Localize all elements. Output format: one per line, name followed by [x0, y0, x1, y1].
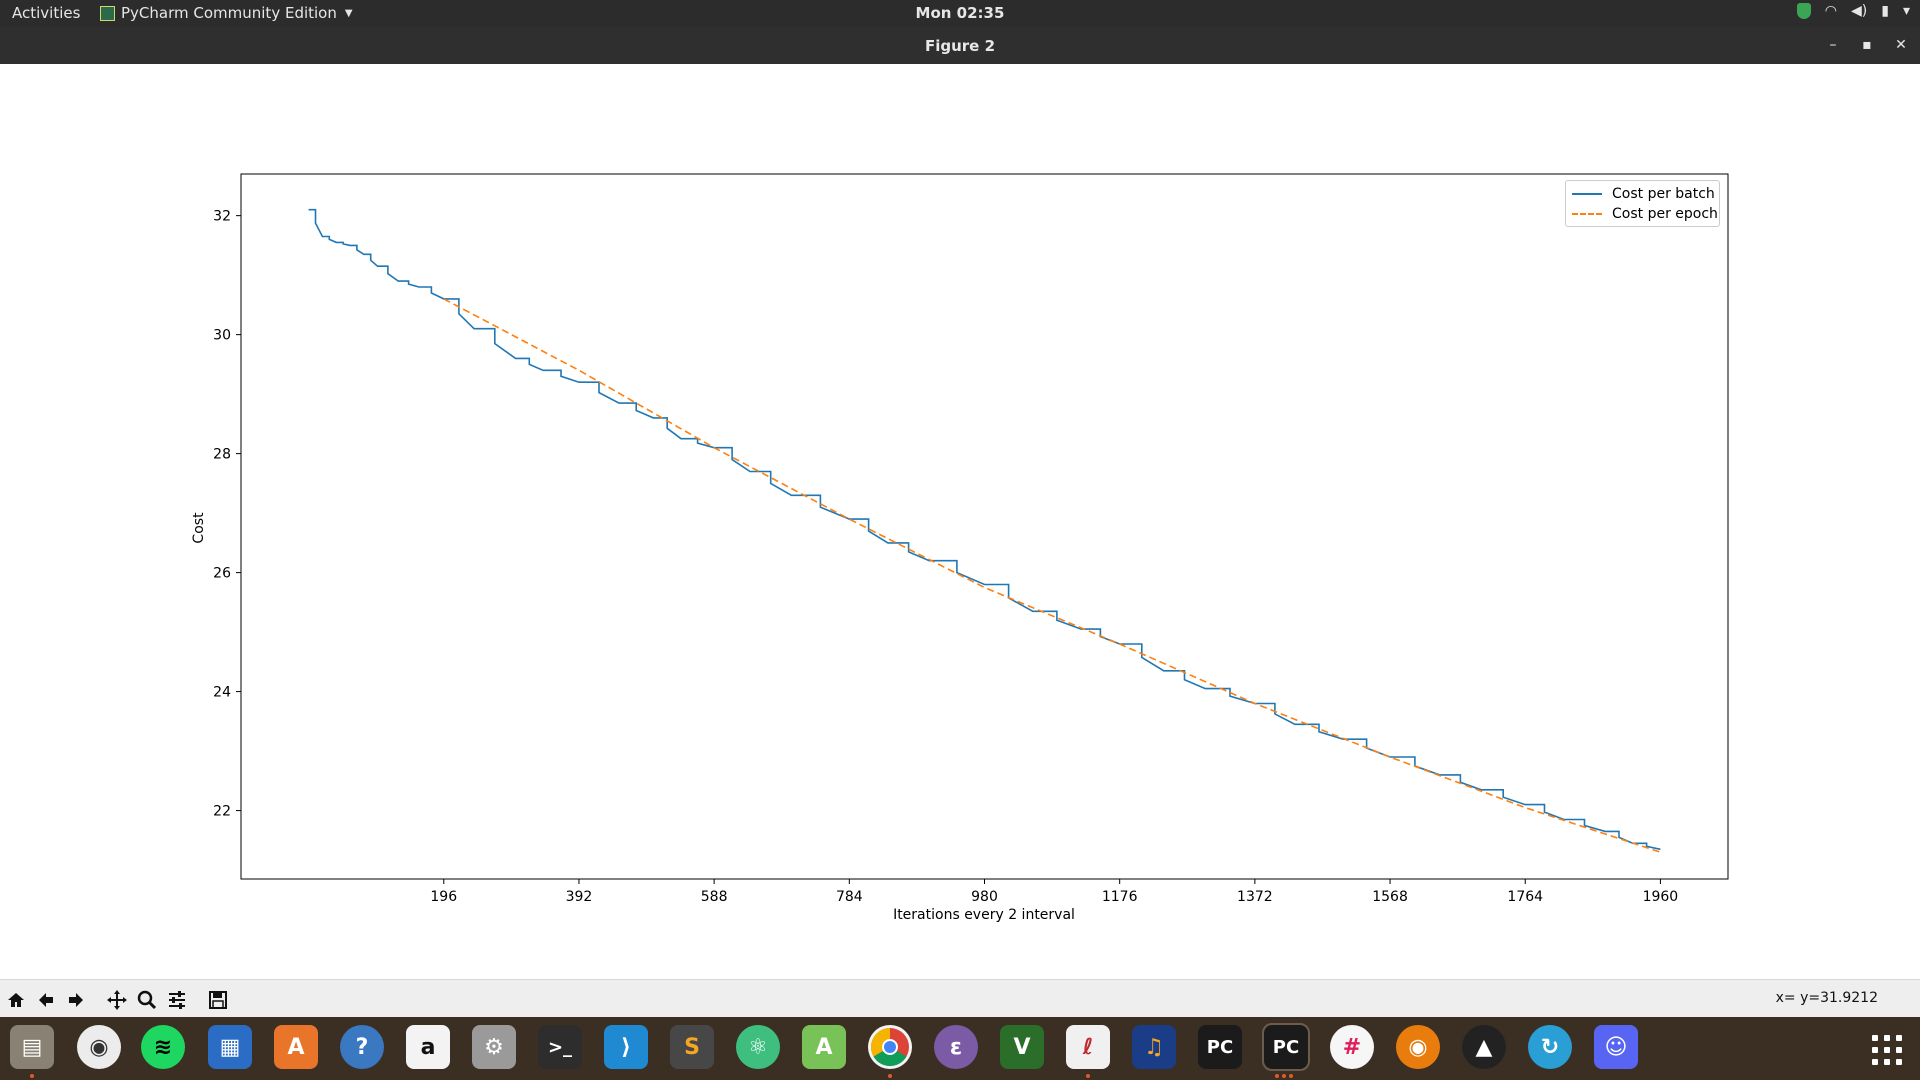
home-icon[interactable] — [4, 988, 28, 1012]
inkscape-icon[interactable]: ▲ — [1462, 1025, 1506, 1069]
app-menu[interactable]: PyCharm Community Edition ▼ — [100, 4, 353, 22]
blender-icon[interactable]: ◉ — [1396, 1025, 1440, 1069]
y-tick-label: 26 — [213, 566, 231, 582]
legend-swatch-dashed — [1572, 213, 1602, 215]
arrow-left-icon[interactable] — [34, 988, 58, 1012]
x-tick-label: 196 — [430, 889, 457, 905]
chart-legend: Cost per batch Cost per epoch — [1565, 180, 1720, 227]
figure-canvas[interactable]: 196 392 588 784 980 1176 1372 1568 1764 1960 22 24 2… — [0, 64, 1920, 979]
x-tick-label: 784 — [836, 889, 863, 905]
pycharm-small-icon — [100, 5, 115, 21]
series-line-cost-per-epoch — [443, 298, 1661, 853]
x-tick-label: 392 — [566, 889, 593, 905]
pycharm-pro-icon[interactable]: PC — [1198, 1025, 1242, 1069]
matplotlib-toolbar: x= y=31.9212 — [0, 979, 1920, 1018]
caret-down-icon: ▼ — [344, 7, 353, 19]
running-indicator — [888, 1074, 892, 1078]
running-indicator — [30, 1074, 34, 1078]
slack-icon[interactable]: # — [1330, 1025, 1374, 1069]
rhythmbox-icon[interactable]: ◉ — [77, 1025, 121, 1069]
y-axis-label: Cost — [191, 512, 207, 544]
writer-icon[interactable]: ▦ — [208, 1025, 252, 1069]
audacity-icon[interactable]: ♫ — [1132, 1025, 1176, 1069]
legend-label: Cost per epoch — [1612, 206, 1718, 222]
shield-icon[interactable] — [1796, 3, 1811, 19]
android-studio-icon[interactable]: A — [802, 1025, 846, 1069]
discord-icon[interactable]: ☺ — [1594, 1025, 1638, 1069]
software-center-icon[interactable]: A — [274, 1025, 318, 1069]
running-indicator — [1282, 1074, 1286, 1078]
spotify-icon[interactable]: ≋ — [141, 1025, 185, 1069]
battery-icon: ▮ — [1881, 3, 1889, 19]
running-indicator — [1289, 1074, 1293, 1078]
settings-icon[interactable]: ⚙ — [472, 1025, 516, 1069]
system-tray[interactable]: ◠ ◀) ▮ ▾ — [1796, 3, 1910, 19]
axes-frame — [240, 173, 1729, 880]
chart-lines — [308, 208, 1661, 853]
x-tick-label: 1176 — [1102, 889, 1138, 905]
help-icon[interactable]: ? — [340, 1025, 384, 1069]
x-tick-label: 1568 — [1372, 889, 1408, 905]
volume-icon: ◀) — [1851, 3, 1868, 19]
terminal-icon[interactable]: >_ — [538, 1025, 582, 1069]
window-title: Figure 2 — [924, 37, 996, 55]
atom-icon[interactable]: ⚛ — [736, 1025, 780, 1069]
y-tick-label: 28 — [213, 447, 231, 463]
x-tick-label: 980 — [971, 889, 998, 905]
y-tick-label: 30 — [213, 328, 231, 344]
x-tick-label: 588 — [701, 889, 728, 905]
window-title-bar: Figure 2 – ▪ ✕ — [0, 27, 1920, 64]
line-chart[interactable]: 196 392 588 784 980 1176 1372 1568 1764 1960 22 24 2… — [0, 64, 1920, 979]
app-menu-label: PyCharm Community Edition — [121, 4, 337, 22]
pycharm-community-icon[interactable]: PC — [1262, 1023, 1310, 1071]
sync-icon[interactable]: ↻ — [1528, 1025, 1572, 1069]
amazon-icon[interactable]: a — [406, 1025, 450, 1069]
arrow-right-icon[interactable] — [64, 988, 88, 1012]
clock[interactable]: Mon 02:35 — [915, 4, 1005, 22]
close-button[interactable]: ✕ — [1895, 37, 1907, 53]
axis-ticks: 196 392 588 784 980 1176 1372 1568 1764 1960 22 24 2… — [213, 209, 1678, 905]
x-tick-label: 1372 — [1237, 889, 1273, 905]
wifi-icon: ◠ — [1824, 3, 1838, 19]
y-tick-label: 22 — [213, 804, 231, 820]
document-viewer-icon[interactable]: ℓ — [1066, 1025, 1110, 1069]
gnome-top-bar: Activities PyCharm Community Edition ▼ M… — [0, 0, 1920, 27]
magnifier-icon[interactable] — [135, 988, 159, 1012]
x-axis-label: Iterations every 2 interval — [893, 907, 1075, 923]
series-line-cost-per-batch — [308, 208, 1661, 851]
maximize-button[interactable]: ▪ — [1862, 37, 1872, 53]
chrome-icon[interactable] — [868, 1025, 912, 1069]
legend-label: Cost per batch — [1612, 186, 1715, 202]
y-tick-label: 24 — [213, 685, 231, 701]
show-applications-icon[interactable] — [1872, 1035, 1904, 1067]
y-tick-label: 32 — [213, 209, 231, 225]
sublime-icon[interactable]: S — [670, 1025, 714, 1069]
running-indicator — [1086, 1074, 1090, 1078]
minimize-button[interactable]: – — [1829, 37, 1837, 53]
emacs-icon[interactable]: ε — [934, 1025, 978, 1069]
legend-entry-epoch: Cost per epoch — [1566, 204, 1718, 224]
x-tick-label: 1764 — [1507, 889, 1543, 905]
move-icon[interactable] — [105, 988, 129, 1012]
vim-icon[interactable]: V — [1000, 1025, 1044, 1069]
sliders-icon[interactable] — [165, 988, 189, 1012]
vscode-icon[interactable]: ⟩ — [604, 1025, 648, 1069]
cursor-coordinates: x= y=31.9212 — [1775, 990, 1878, 1006]
caret-down-icon: ▾ — [1902, 3, 1910, 19]
x-tick-label: 1960 — [1643, 889, 1679, 905]
activities-button[interactable]: Activities — [12, 4, 81, 22]
save-icon[interactable] — [206, 988, 230, 1012]
files-icon[interactable]: ▤ — [10, 1025, 54, 1069]
application-dock: ▤ ◉ ≋ ▦ A ? a ⚙ >_ ⟩ S ⚛ A ε V ℓ ♫ PC PC… — [0, 1017, 1920, 1080]
running-indicator — [1275, 1074, 1279, 1078]
legend-entry-batch: Cost per batch — [1566, 184, 1715, 204]
legend-swatch-solid — [1572, 193, 1602, 195]
